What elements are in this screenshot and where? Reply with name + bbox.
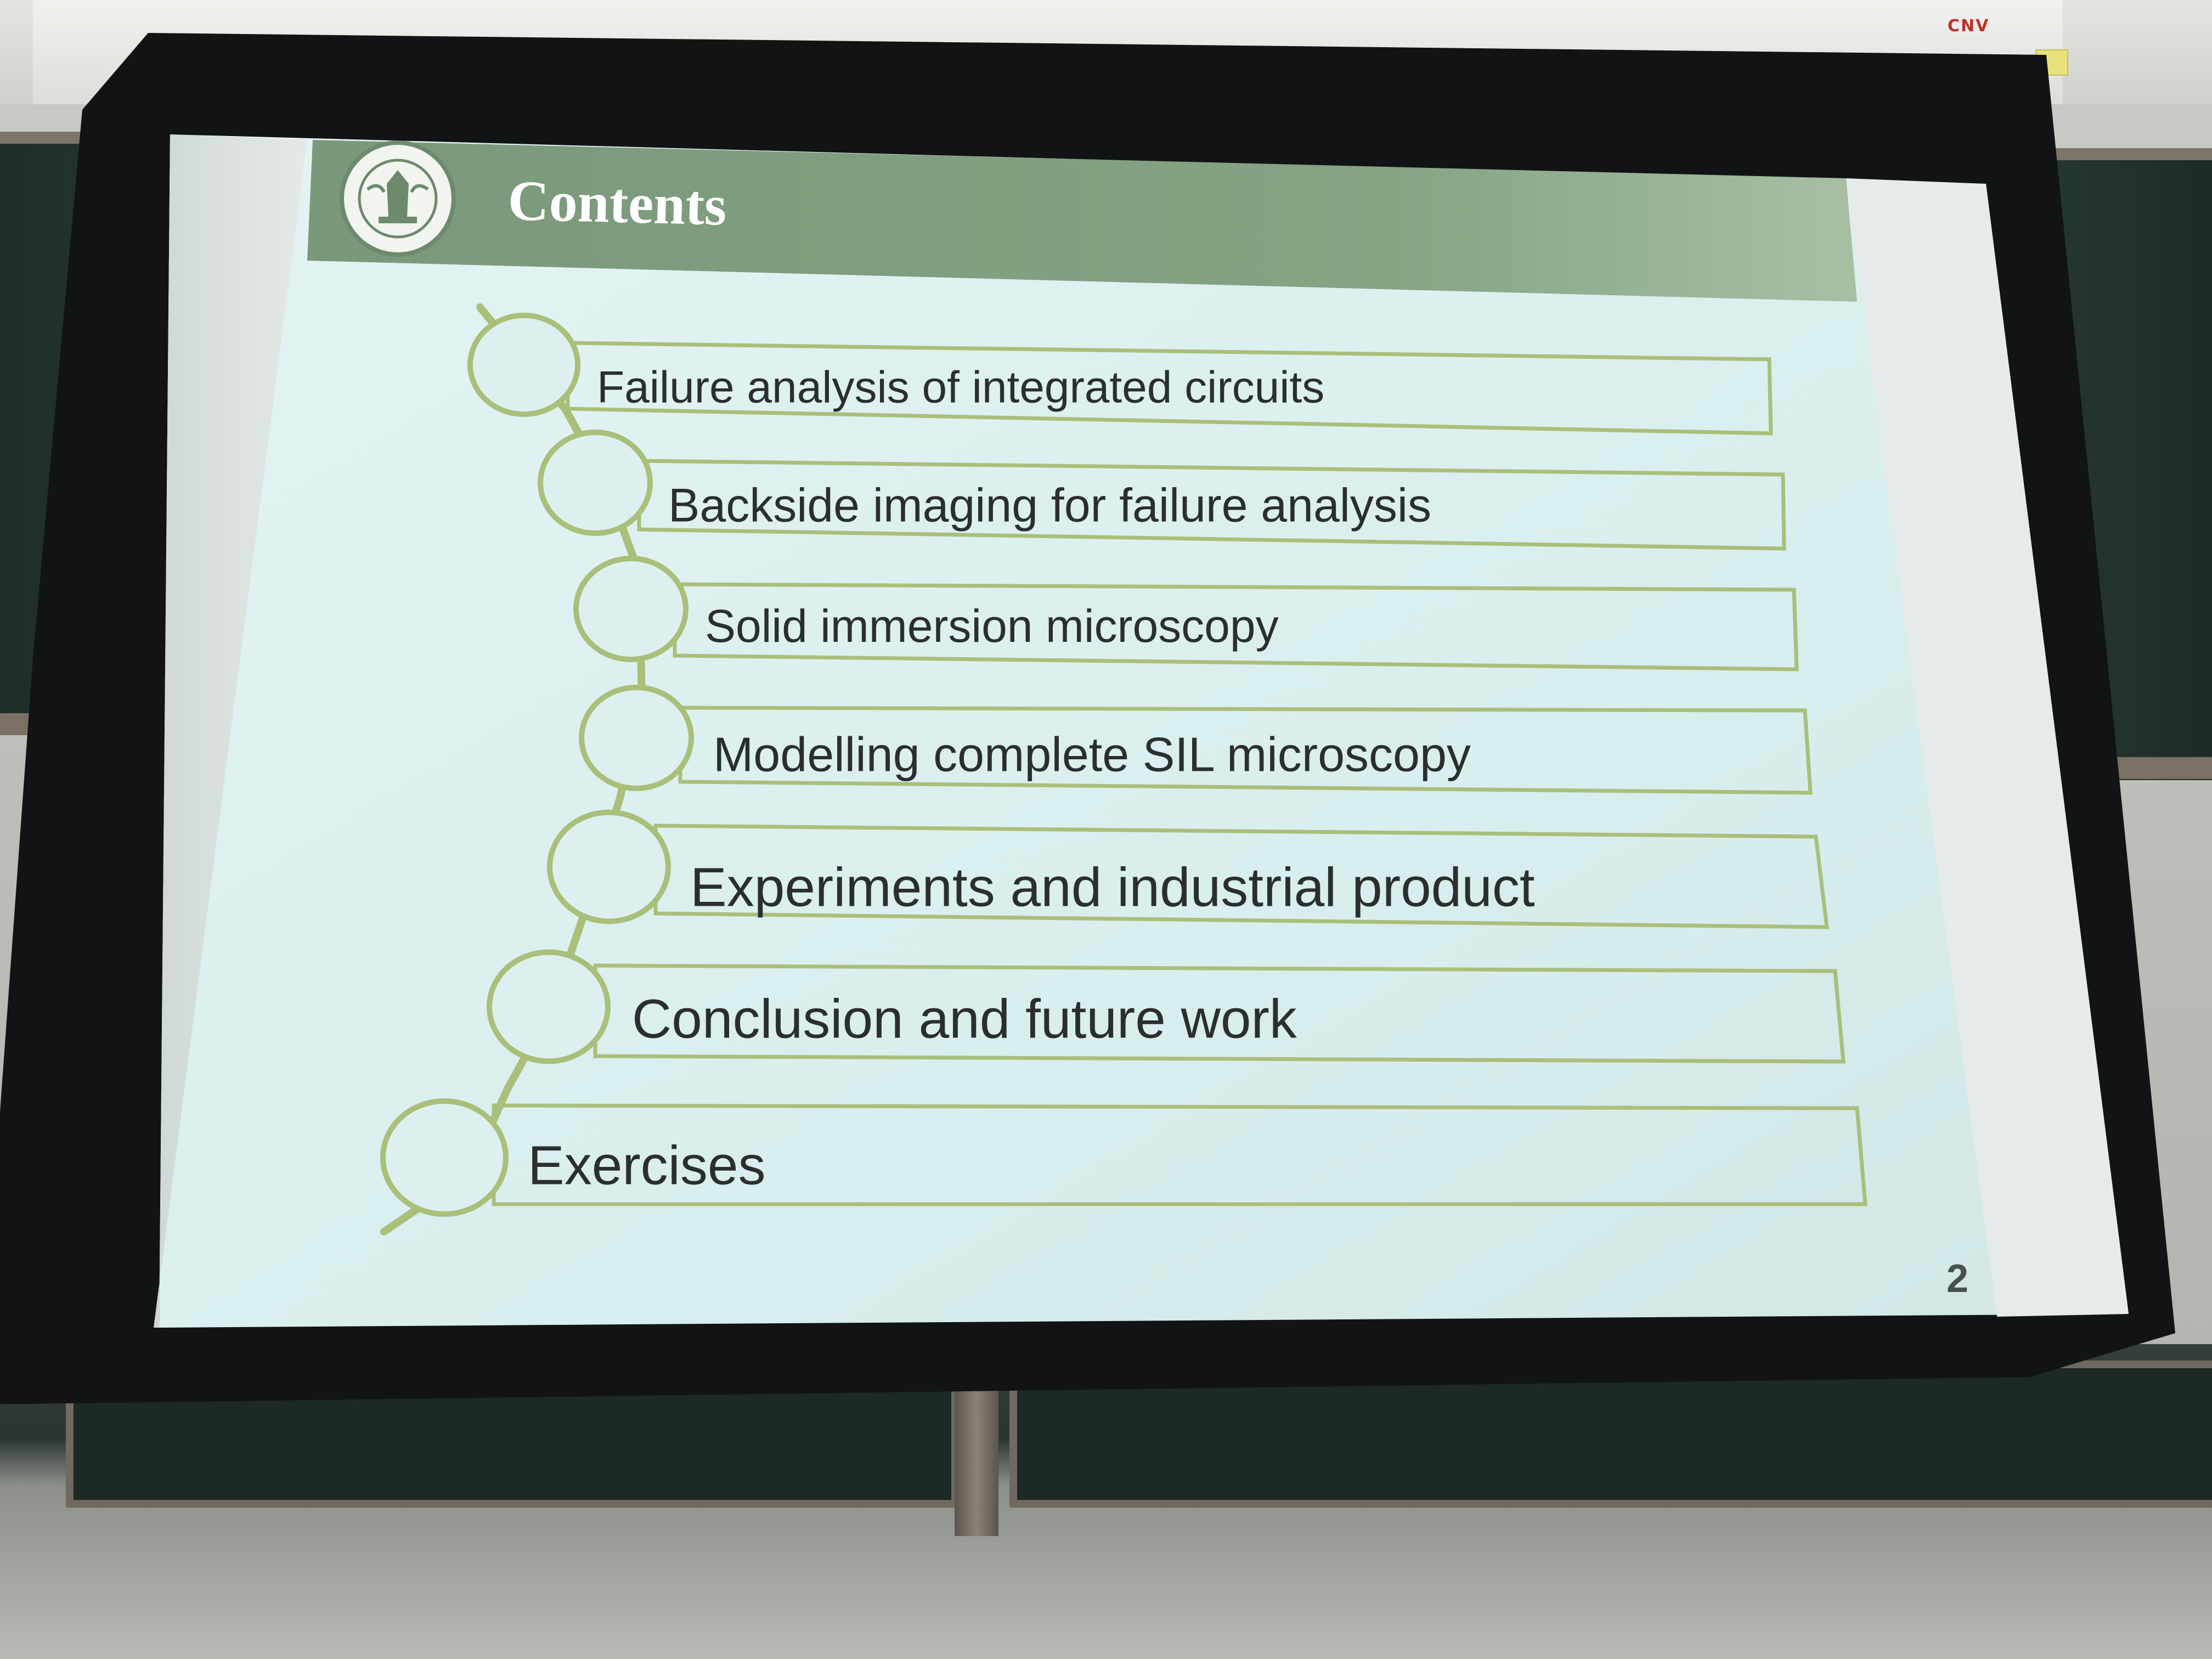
contents-item-label: Backside imaging for failure analysis xyxy=(668,479,1431,532)
contents-item: Failure analysis of integrated circuits xyxy=(467,312,1773,436)
university-seal-icon xyxy=(340,140,456,257)
contents-item: Exercises xyxy=(380,1098,1867,1217)
contents-item-bullet-circle xyxy=(467,312,580,417)
contents-item-bullet-circle xyxy=(573,556,689,662)
slide-title: Contents xyxy=(507,169,727,238)
contents-item-bullet-circle xyxy=(547,809,671,924)
slide-left-band xyxy=(154,134,307,1328)
contents-item-bullet-circle xyxy=(380,1098,509,1217)
contents-item: Conclusion and future work xyxy=(487,949,1846,1064)
contents-item-label: Conclusion and future work xyxy=(632,988,1297,1049)
slide-header-bar xyxy=(307,140,1857,302)
contents-item: Solid immersion microscopy xyxy=(573,556,1799,672)
screen-brand-label: CNV xyxy=(1948,16,1990,36)
contents-item: Modelling complete SIL microscopy xyxy=(579,685,1813,795)
contents-item-bullet-circle xyxy=(487,949,611,1064)
slide-background xyxy=(159,134,2129,1328)
contents-item-label: Experiments and industrial product xyxy=(690,856,1535,918)
contents-item: Backside imaging for failure analysis xyxy=(538,430,1786,551)
slide-right-band xyxy=(1846,178,2129,1317)
contents-item: Experiments and industrial product xyxy=(547,809,1829,929)
contents-list: Failure analysis of integrated circuits B… xyxy=(380,312,1867,1217)
contents-item-label: Exercises xyxy=(528,1135,765,1196)
contents-item-label: Solid immersion microscopy xyxy=(705,600,1279,652)
contents-item-label: Failure analysis of integrated circuits xyxy=(597,363,1324,413)
contents-item-label: Modelling complete SIL microscopy xyxy=(713,727,1471,781)
contents-item-bullet-circle xyxy=(538,430,653,536)
contents-item-bullet-circle xyxy=(579,685,694,791)
page-number: 2 xyxy=(1946,1257,1968,1301)
